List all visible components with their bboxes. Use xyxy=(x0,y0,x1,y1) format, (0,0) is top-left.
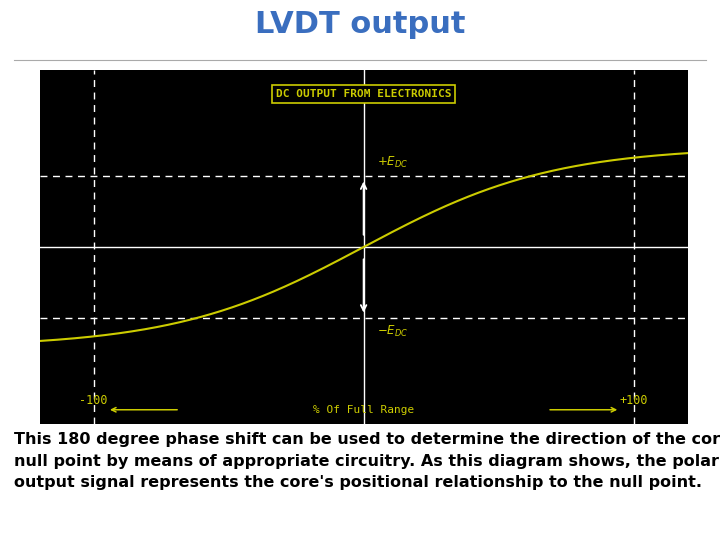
Text: $+E_{DC}$: $+E_{DC}$ xyxy=(377,156,408,171)
Text: +100: +100 xyxy=(619,394,648,407)
Text: $-E_{DC}$: $-E_{DC}$ xyxy=(377,323,408,339)
Text: DC OUTPUT FROM ELECTRONICS: DC OUTPUT FROM ELECTRONICS xyxy=(276,89,451,99)
Text: -100: -100 xyxy=(79,394,108,407)
Text: LVDT output: LVDT output xyxy=(255,10,465,39)
Text: % Of Full Range: % Of Full Range xyxy=(313,405,414,415)
Text: This 180 degree phase shift can be used to determine the direction of the core f: This 180 degree phase shift can be used … xyxy=(14,432,720,490)
